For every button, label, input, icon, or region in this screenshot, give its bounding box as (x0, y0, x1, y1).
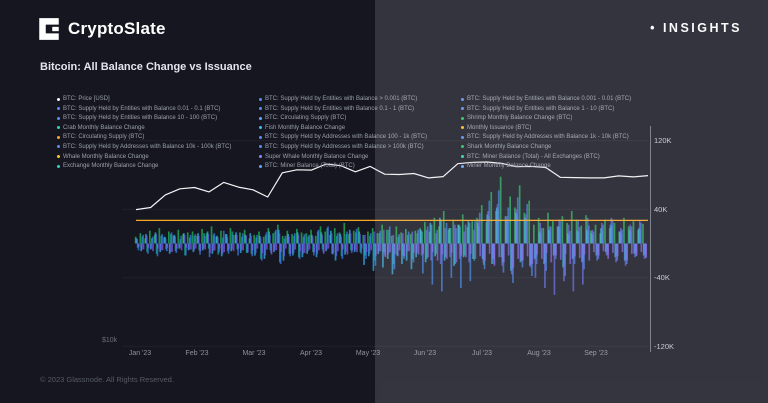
legend-item: BTC: Supply Held by Entities with Balanc… (57, 114, 259, 124)
y-axis-label: -40K (654, 273, 670, 282)
legend-label: BTC: Supply Held by Entities with Balanc… (467, 96, 632, 102)
x-axis-label: Aug '23 (527, 350, 551, 357)
legend-item: BTC: Supply Held by Addresses with Balan… (461, 133, 711, 143)
legend-item: Shark Monthly Balance Change (461, 143, 711, 153)
cryptoslate-logo-icon (39, 18, 59, 40)
legend-label: BTC: Circulating Supply (BTC) (265, 115, 347, 122)
legend-dot-icon (259, 97, 262, 101)
y-axis-label: 40K (654, 205, 668, 214)
legend-dot-icon (461, 107, 464, 111)
legend-label: BTC: Supply Held by Addresses with Balan… (63, 143, 232, 150)
legend-label: Crab Monthly Balance Change (63, 124, 145, 131)
legend-dot-icon (57, 164, 60, 168)
x-axis-label: Feb '23 (185, 350, 209, 357)
legend-label: Monthly Issuance (BTC) (467, 124, 532, 131)
legend-label: BTC: Supply Held by Addresses with Balan… (467, 134, 629, 141)
legend-item: Super Whale Monthly Balance Change (259, 153, 461, 163)
legend-item: Whale Monthly Balance Change (57, 153, 259, 163)
legend-dot-icon (57, 135, 60, 139)
x-axis-label: Apr '23 (300, 350, 322, 357)
legend-label: Whale Monthly Balance Change (63, 153, 149, 160)
legend-label: Fish Monthly Balance Change (265, 124, 346, 131)
legend-item: BTC: Supply Held by Entities with Balanc… (259, 95, 461, 105)
legend-dot-icon (57, 155, 60, 159)
legend-item: BTC: Supply Held by Addresses with Balan… (259, 143, 461, 153)
legend-label: BTC: Supply Held by Entities with Balanc… (265, 105, 415, 112)
legend-item: BTC: Supply Held by Entities with Balanc… (461, 95, 711, 105)
legend-label: BTC: Supply Held by Entities with Balanc… (63, 115, 218, 122)
copyright-text: © 2023 Glassnode. All Rights Reserved. (40, 375, 174, 384)
legend-dot-icon (259, 126, 262, 130)
legend-label: BTC: Supply Held by Entities with Balanc… (467, 105, 615, 112)
legend-dot-icon (461, 145, 464, 149)
legend-dot-icon (461, 116, 464, 120)
legend-item: Shrimp Monthly Balance Change (BTC) (461, 114, 711, 124)
legend-dot-icon (57, 116, 60, 120)
y-axis-label: 120K (654, 136, 672, 145)
legend-label: Shrimp Monthly Balance Change (BTC) (467, 115, 573, 122)
legend-dot-icon (57, 107, 60, 111)
legend-label: Super Whale Monthly Balance Change (265, 153, 369, 160)
legend-dot-icon (57, 126, 60, 130)
legend-dot-icon (461, 155, 464, 159)
x-axis-label: May '23 (355, 350, 381, 357)
legend-item: BTC: Price [USD] (57, 95, 259, 105)
legend-item: Monthly Issuance (BTC) (461, 124, 711, 134)
legend-item: Fish Monthly Balance Change (259, 124, 461, 134)
legend-label: BTC: Miner Balance (Total) - All Exchang… (467, 153, 600, 160)
legend-item: BTC: Circulating Supply (BTC) (259, 114, 461, 124)
legend-dot-icon (259, 116, 262, 120)
legend-label: BTC: Supply Held by Entities with Balanc… (265, 96, 418, 102)
legend-column: BTC: Price [USD] BTC: Supply Held by Enti… (57, 95, 259, 172)
legend-label: BTC: Supply Held by Entities with Balanc… (63, 105, 221, 112)
legend-label: Miner Monthly Balance Change (467, 163, 551, 170)
legend-item: BTC: Supply Held by Entities with Balanc… (57, 105, 259, 115)
chart-legend: BTC: Price [USD] BTC: Supply Held by Enti… (57, 95, 711, 172)
legend-dot-icon (461, 126, 464, 130)
legend-label: Shark Monthly Balance Change (467, 143, 552, 150)
header: CryptoSlate • INSIGHTS (0, 0, 768, 52)
legend-dot-icon (461, 97, 464, 101)
legend-label: Exchange Monthly Balance Change (63, 163, 159, 170)
legend-item: Miner Monthly Balance Change (461, 162, 711, 172)
legend-dot-icon (57, 97, 60, 101)
legend-label: BTC: Supply Held by Addresses with Balan… (265, 134, 428, 141)
chart-title: Bitcoin: All Balance Change vs Issuance (40, 61, 252, 73)
legend-item: BTC: Miner Balance (Total) (BTC) (259, 162, 461, 172)
x-axis-label: Sep '23 (584, 350, 608, 357)
legend-item: BTC: Supply Held by Addresses with Balan… (57, 143, 259, 153)
legend-dot-icon (57, 145, 60, 149)
legend-column: BTC: Supply Held by Entities with Balanc… (259, 95, 461, 172)
legend-item: BTC: Supply Held by Entities with Balanc… (259, 105, 461, 115)
brand-name: CryptoSlate (68, 19, 166, 38)
legend-column: BTC: Supply Held by Entities with Balanc… (461, 95, 711, 172)
legend-item: BTC: Supply Held by Addresses with Balan… (259, 133, 461, 143)
legend-item: BTC: Circulating Supply (BTC) (57, 133, 259, 143)
legend-item: BTC: Miner Balance (Total) - All Exchang… (461, 153, 711, 163)
legend-dot-icon (461, 164, 464, 168)
insights-label: • INSIGHTS (650, 21, 742, 35)
price-axis-label: $10k (102, 337, 118, 344)
legend-dot-icon (259, 155, 262, 159)
legend-label: BTC: Miner Balance (Total) (BTC) (265, 163, 355, 170)
y-axis-label: -120K (654, 342, 675, 351)
legend-dot-icon (259, 145, 262, 149)
legend-label: BTC: Supply Held by Addresses with Balan… (265, 143, 424, 150)
x-axis-label: Jun '23 (413, 350, 437, 357)
x-axis-label: Jul '23 (471, 350, 492, 357)
x-axis-label: Mar '23 (242, 350, 266, 357)
legend-item: BTC: Supply Held by Entities with Balanc… (461, 105, 711, 115)
legend-dot-icon (259, 164, 262, 168)
legend-label: BTC: Circulating Supply (BTC) (63, 134, 145, 141)
legend-dot-icon (259, 135, 262, 139)
legend-label: BTC: Price [USD] (63, 96, 110, 102)
legend-dot-icon (461, 135, 464, 139)
x-axis-label: Jan '23 (128, 350, 152, 357)
legend-dot-icon (259, 107, 262, 111)
legend-item: Exchange Monthly Balance Change (57, 162, 259, 172)
legend-item: Crab Monthly Balance Change (57, 124, 259, 134)
